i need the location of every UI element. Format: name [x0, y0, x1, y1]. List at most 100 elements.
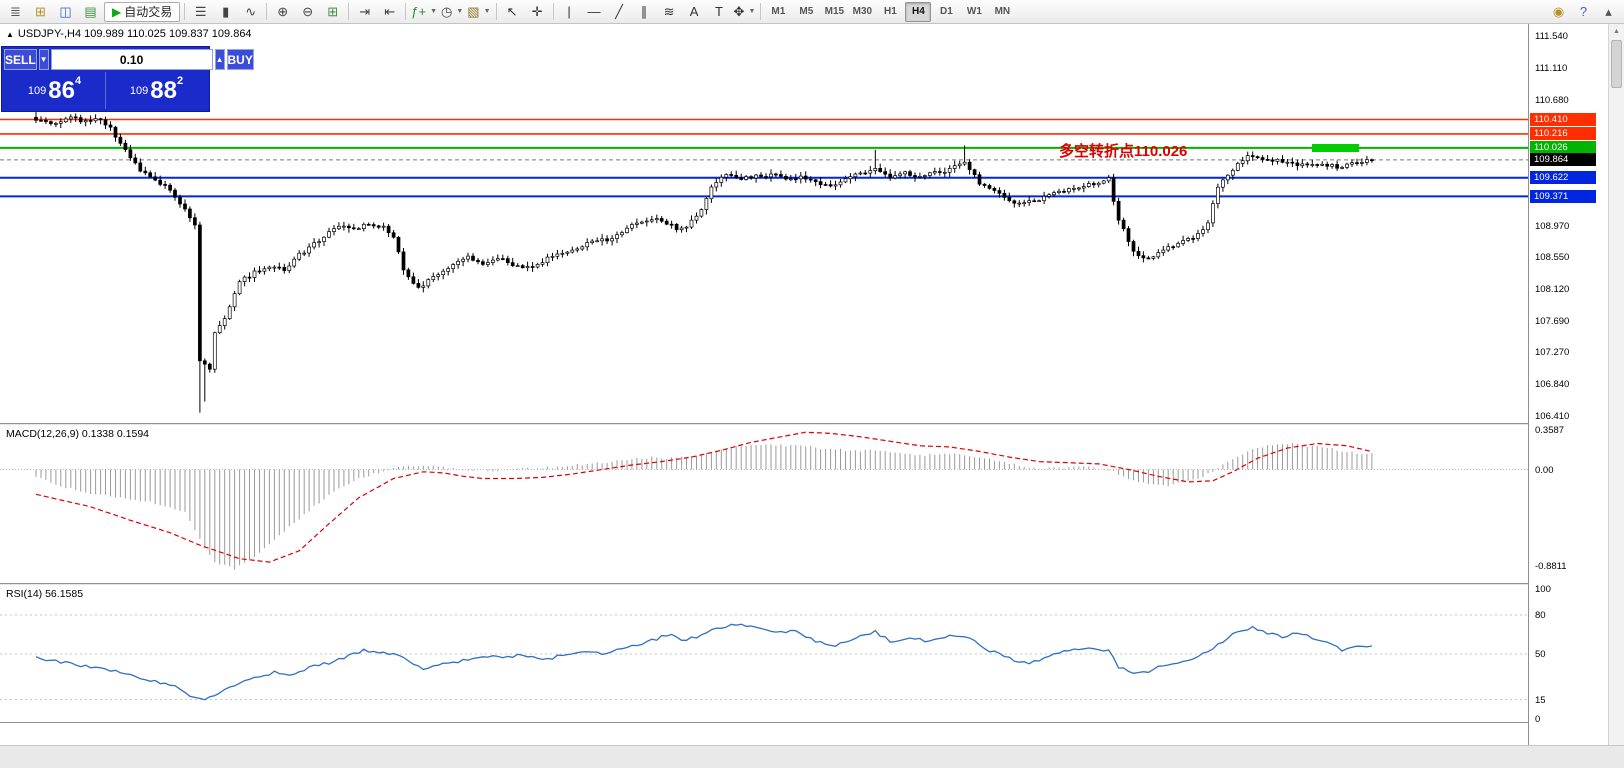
sell-price[interactable]: 109 86 4 — [4, 72, 105, 109]
status-bar — [0, 745, 1624, 768]
horizontal-line-button[interactable]: — — [583, 2, 606, 22]
sell-price-big: 86 — [48, 76, 75, 104]
price-divider — [105, 72, 106, 109]
timeframe-m15-button[interactable]: M15 — [821, 2, 847, 22]
indicators-icon: ƒ+ — [411, 4, 427, 19]
rsi-scale-tick: 100 — [1535, 584, 1551, 595]
current-price-tag: 109.864 — [1530, 153, 1596, 167]
fibonacci-button[interactable]: ≋ — [658, 2, 681, 22]
timeframe-w1-button[interactable]: W1 — [961, 2, 987, 22]
autotrade-button-label: 自动交易 — [124, 4, 173, 19]
timeframe-m30-button[interactable]: M30 — [849, 2, 875, 22]
toolbar-separator — [495, 3, 497, 20]
chart-window[interactable]: ▲ USDJPY-,H4 109.989 110.025 109.837 109.… — [0, 24, 1528, 745]
buy-price[interactable]: 109 88 2 — [106, 72, 207, 109]
price-tick: 111.540 — [1535, 30, 1568, 42]
text-label-button[interactable]: T — [708, 2, 731, 22]
pivot-annotation-text[interactable]: 多空转折点110.026 — [1059, 143, 1188, 160]
trendline-icon: ╱ — [615, 4, 623, 19]
volume-up-button[interactable]: ▲ — [214, 49, 225, 70]
arrows-button[interactable]: ✥ ▼ — [733, 2, 757, 22]
rsi-panel-separator[interactable] — [0, 583, 1624, 585]
autotrade-button[interactable]: ▶ 自动交易 — [104, 1, 181, 22]
toolbar-separator — [760, 3, 762, 20]
timeframe-m30-button-label: M30 — [852, 5, 873, 17]
price-tick: 108.120 — [1535, 284, 1570, 295]
new-order-button[interactable]: ⊞ — [29, 2, 52, 22]
price-tick: 108.970 — [1535, 221, 1570, 233]
zoom-out-icon: ⊖ — [302, 4, 314, 19]
timeframe-m15-button-label: M15 — [824, 5, 845, 17]
zoom-out-button[interactable]: ⊖ — [296, 2, 319, 22]
text-button[interactable]: A — [683, 2, 706, 22]
trendline-button[interactable]: ╱ — [608, 2, 631, 22]
timeframe-mn-button-label: MN — [994, 5, 1011, 17]
zoom-in-button[interactable]: ⊕ — [271, 2, 294, 22]
market-watch-button[interactable]: ◫ — [54, 2, 77, 22]
rsi-scale-tick: 80 — [1535, 610, 1546, 621]
line-chart-icon: ∿ — [245, 4, 257, 19]
system-menu-icon: ≣ — [10, 4, 21, 19]
templates-button[interactable]: ▧ ▼ — [466, 2, 491, 22]
timeframe-h1-button[interactable]: H1 — [877, 2, 903, 22]
navigator-button[interactable]: ▤ — [79, 2, 102, 22]
rsi-indicator-canvas[interactable] — [0, 585, 1528, 722]
timeframe-m1-button-label: M1 — [771, 5, 786, 17]
cursor-button[interactable]: ↖ — [501, 2, 524, 22]
vertical-scrollbar[interactable]: ▲ — [1608, 24, 1624, 745]
dropdown-caret-icon: ▼ — [483, 8, 491, 15]
buy-price-prefix: 109 — [129, 84, 149, 97]
macd-scale-tick: 0.3587 — [1535, 425, 1565, 436]
alerts-button[interactable]: ◉ — [1547, 2, 1570, 22]
collapse-toolbar-icon: ▴ — [1605, 4, 1612, 19]
timeframe-m5-button[interactable]: M5 — [793, 2, 819, 22]
price-level-tag: 110.026 — [1530, 141, 1596, 155]
autotrade-icon: ▶ — [112, 4, 122, 19]
timeframe-m1-button[interactable]: M1 — [765, 2, 791, 22]
chart-shift-button[interactable]: ⇤ — [378, 2, 401, 22]
rsi-scale-tick: 15 — [1535, 694, 1546, 706]
timeframe-h4-button[interactable]: H4 — [905, 1, 932, 22]
line-chart-button[interactable]: ∿ — [239, 2, 262, 22]
macd-scale-tick: 0.00 — [1535, 464, 1554, 476]
macd-panel-separator[interactable] — [0, 423, 1624, 425]
symbol-info-text: USDJPY-,H4 109.989 110.025 109.837 109.8… — [17, 28, 252, 40]
crosshair-button[interactable]: ✛ — [526, 2, 549, 22]
sell-price-sup: 4 — [74, 75, 82, 87]
scroll-up-icon[interactable]: ▲ — [1613, 28, 1620, 35]
channel-button[interactable]: ∥ — [633, 2, 656, 22]
green-highlight-rect[interactable] — [1312, 144, 1359, 152]
bar-chart-button[interactable]: ☰ — [189, 2, 212, 22]
volume-down-button[interactable]: ▼ — [38, 49, 49, 70]
price-chart-canvas[interactable] — [0, 24, 1528, 423]
macd-indicator-canvas[interactable] — [0, 425, 1528, 583]
one-click-toggle-icon[interactable]: ▲ — [6, 30, 14, 39]
candlestick-chart-button[interactable]: ▮ — [214, 2, 237, 22]
chart-shift-icon: ⇤ — [384, 4, 396, 19]
price-tick: 106.410 — [1535, 410, 1570, 422]
vertical-line-icon: | — [567, 4, 571, 19]
timeframe-d1-button[interactable]: D1 — [933, 2, 959, 22]
volume-input[interactable] — [50, 49, 213, 70]
indicators-button[interactable]: ƒ+ ▼ — [410, 2, 438, 22]
timeframe-h4-button-label: H4 — [911, 5, 925, 17]
help-button[interactable]: ? — [1572, 2, 1595, 22]
toolbar-separator — [348, 3, 350, 20]
price-level-tag: 110.410 — [1530, 113, 1596, 126]
toolbar: ≣ ⊞ ◫ ▤ ▶ 自动交易 ☰ ▮ ∿ ⊕ ⊖ ⊞ ⇥ ⇤ ƒ+ ▼ ◷ ▼ ▧ ▼ ↖ ✛ | — ╱ ∥ ≋ A T ✥ ▼ M1 M5 M… — [0, 0, 1624, 24]
periods-button[interactable]: ◷ ▼ — [440, 2, 464, 22]
system-menu-button[interactable]: ≣ — [4, 2, 27, 22]
tile-windows-button[interactable]: ⊞ — [321, 2, 344, 22]
collapse-toolbar-button[interactable]: ▴ — [1597, 2, 1620, 22]
sell-button[interactable]: SELL — [4, 49, 37, 70]
price-axis[interactable]: 111.540 111.110 110.680 108.970 108.550 108.1… — [1528, 24, 1608, 745]
vertical-line-button[interactable]: | — [558, 2, 581, 22]
timeframe-m5-button-label: M5 — [799, 5, 814, 17]
timeframe-mn-button[interactable]: MN — [989, 2, 1015, 22]
price-tick: 111.110 — [1535, 62, 1568, 74]
buy-button[interactable]: BUY — [226, 49, 254, 70]
time-axis-separator — [0, 722, 1624, 723]
scrollbar-thumb[interactable] — [1611, 40, 1622, 88]
auto-scroll-button[interactable]: ⇥ — [353, 2, 376, 22]
dropdown-caret-icon: ▼ — [430, 8, 438, 15]
